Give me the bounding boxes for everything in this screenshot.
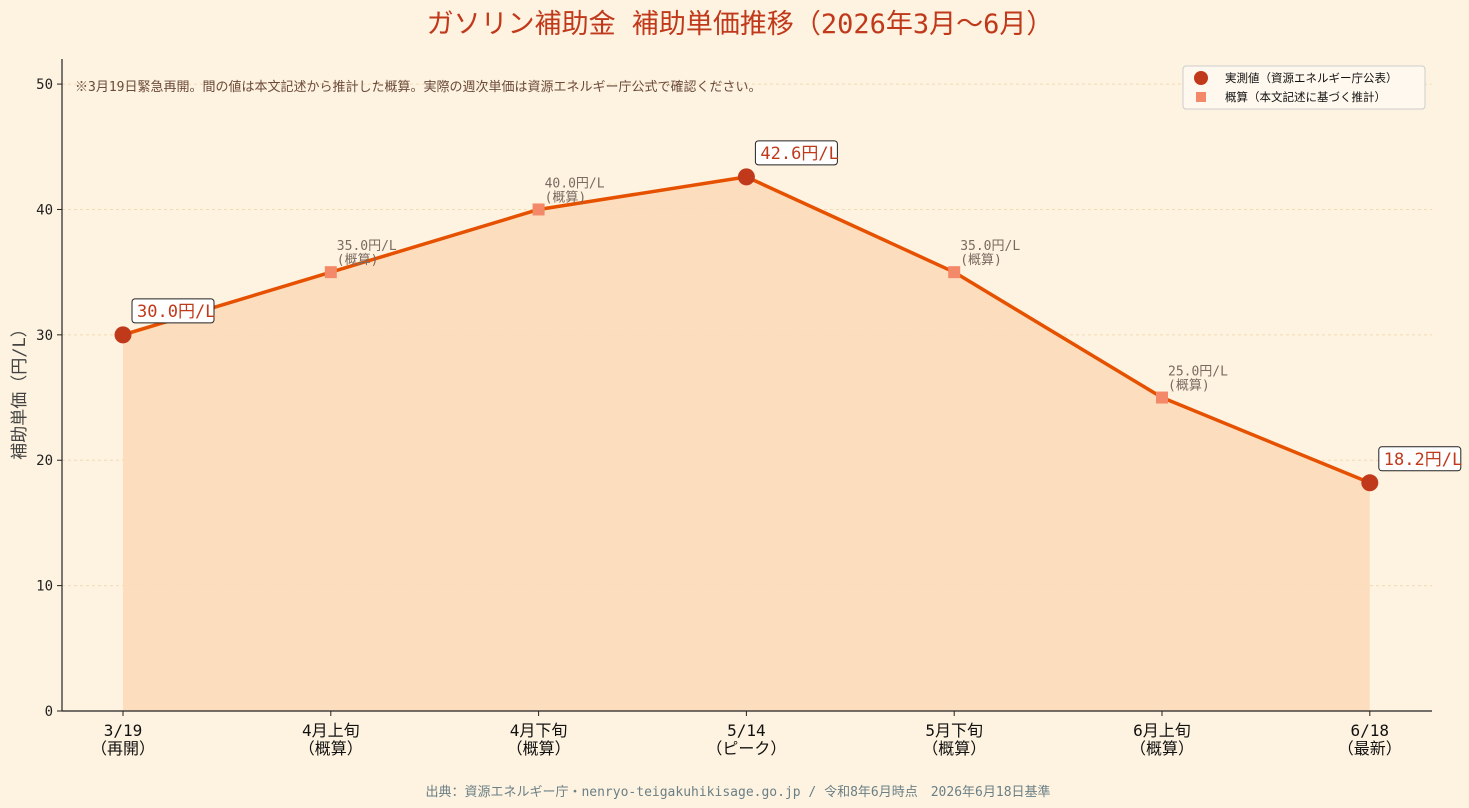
data-label: (概算) [1168,379,1210,394]
actual-point [1361,474,1379,492]
chart-annotation: ※3月19日緊急再開。間の値は本文記述から推計した概算。実際の週次単価は資源エネ… [75,79,761,95]
y-tick-label: 10 [36,579,53,595]
legend-label: 実測値（資源エネルギー庁公表） [1225,71,1398,85]
y-tick-label: 30 [36,328,53,344]
legend-label: 概算（本文記述に基づく推計） [1225,90,1386,104]
legend-box [1182,65,1426,110]
y-tick-label: 20 [36,453,53,469]
data-label-box [131,298,215,324]
data-label-box [1378,446,1462,472]
x-tick-label: 6/18 [1351,721,1390,740]
estimate-point [324,266,337,279]
data-labels: 30.0円/L35.0円/L(概算)40.0円/L(概算)42.6円/L35.0… [131,140,1462,472]
x-tick-label: （再開） [91,739,155,758]
actual-point [114,326,132,344]
x-tick-label: （ピーク） [706,739,786,758]
x-tick-label: 4月上旬 [302,721,360,740]
x-tick-label: （最新） [1338,739,1402,758]
source-note: 出典：資源エネルギー庁・nenryo-teigakuhikisage.go.jp… [425,784,1050,800]
area-fill [123,176,1370,711]
chart-title: ガソリン補助金 補助単価推移（2026年3月～6月） [427,9,1054,40]
x-tick-label: 5/14 [727,721,766,740]
y-tick-label: 0 [45,704,53,720]
data-label: (概算) [545,190,587,205]
x-tick-label: 6月上旬 [1133,721,1191,740]
y-tick-label: 40 [36,202,53,218]
x-tick-label: （概算） [299,739,363,758]
x-tick-labels: 3/19（再開）4月上旬（概算）4月下旬（概算）5/14（ピーク）5月下旬（概算… [91,711,1402,758]
x-tick-label: 5月下旬 [925,721,983,740]
data-label: 40.0円/L [545,176,605,191]
x-tick-label: （概算） [507,739,571,758]
data-label: 35.0円/L [337,239,397,254]
actual-point [737,168,755,186]
legend: 実測値（資源エネルギー庁公表） 概算（本文記述に基づく推計） [1182,65,1426,110]
data-label: (概算) [960,253,1002,268]
data-label: 30.0円/L [137,302,215,322]
y-tick-label: 50 [36,77,53,93]
legend-circle-marker [1194,71,1208,85]
data-label: 35.0円/L [960,239,1020,254]
x-tick-label: （概算） [1130,739,1194,758]
estimate-point [1156,391,1168,404]
data-label: (概算) [337,253,379,268]
y-axis-label: 補助単価（円/L） [10,320,30,459]
estimate-point [948,266,961,279]
data-label: 25.0円/L [1168,365,1228,380]
x-tick-label: 4月下旬 [510,721,568,740]
y-tick-labels: 0 10 20 30 40 50 [36,77,62,720]
x-tick-label: （概算） [922,739,986,758]
legend-square-marker [1196,92,1206,102]
data-points [114,168,1379,492]
x-tick-label: 3/19 [104,721,143,740]
estimate-point [532,203,545,216]
data-label: 42.6円/L [760,144,838,164]
data-label: 18.2円/L [1384,450,1462,470]
data-label-box [754,140,838,166]
axes [61,59,1432,712]
